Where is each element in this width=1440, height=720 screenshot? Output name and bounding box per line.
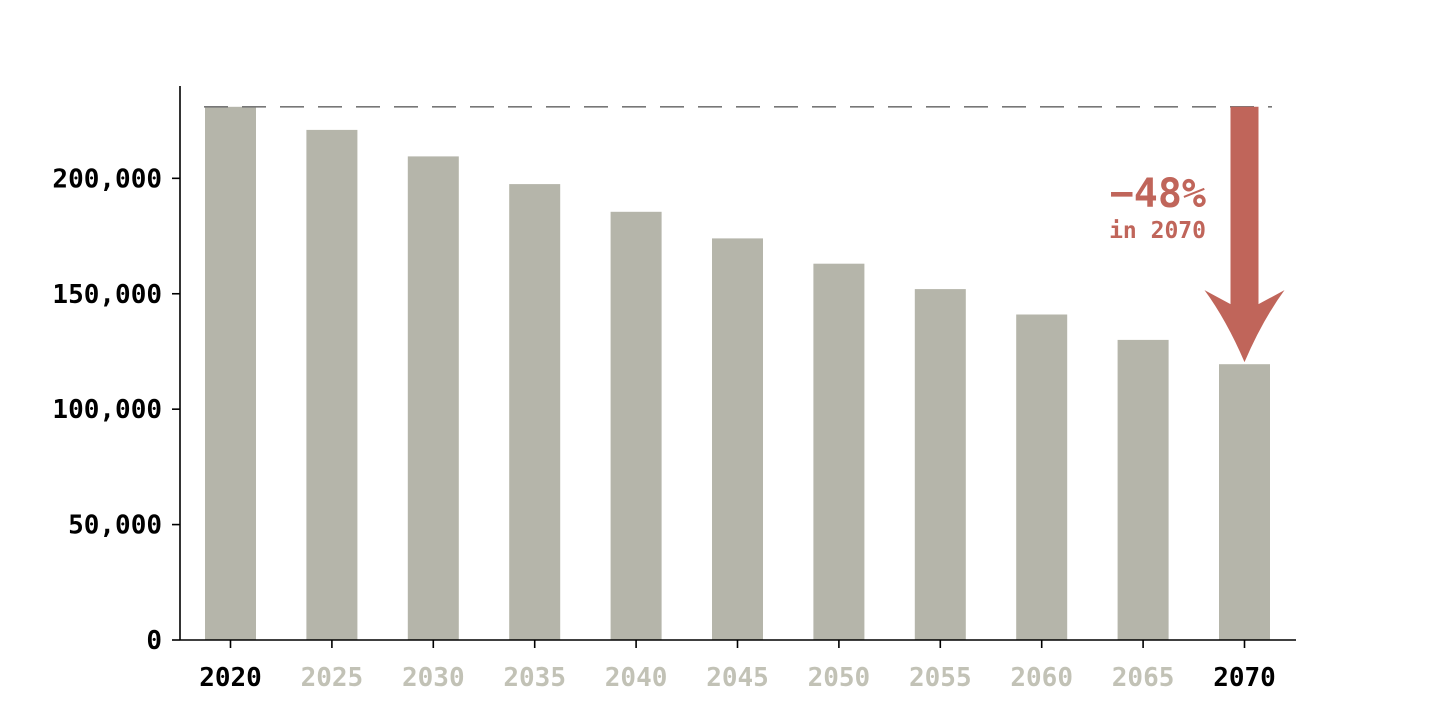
x-tick-label-2045: 2045 — [706, 663, 769, 693]
y-tick-label: 100,000 — [52, 395, 162, 425]
change-percent-label: −48% — [1110, 171, 1206, 217]
x-tick-label-2025: 2025 — [301, 663, 364, 693]
x-tick-label-2050: 2050 — [808, 663, 871, 693]
change-year-label: in 2070 — [1109, 218, 1206, 244]
x-tick-label-2020: 2020 — [199, 663, 262, 693]
bar-2055 — [914, 289, 966, 640]
x-tick-label-2040: 2040 — [605, 663, 668, 693]
bar-2065 — [1117, 339, 1169, 640]
bars-group — [205, 106, 1270, 641]
y-ticks-group: 0 50,000 100,000 150,000 200,000 — [52, 164, 180, 656]
x-tick-label-2060: 2060 — [1010, 663, 1073, 693]
x-tick-label-2035: 2035 — [503, 663, 566, 693]
x-ticks-group: 2020 2025 2030 2035 2040 2045 2050 2055 2060 2065… — [199, 640, 1276, 693]
y-tick-label: 0 — [146, 626, 162, 656]
x-tick-label-2065: 2065 — [1112, 663, 1175, 693]
bar-2040 — [610, 211, 662, 641]
down-arrow-icon — [1204, 106, 1285, 363]
bar-2070 — [1219, 364, 1270, 640]
x-tick-label-2070: 2070 — [1213, 663, 1276, 693]
change-callout: −48% in 2070 — [1109, 106, 1285, 363]
y-tick-label: 150,000 — [52, 280, 162, 310]
bar-2020 — [205, 106, 256, 641]
x-tick-label-2055: 2055 — [909, 663, 972, 693]
bar-2060 — [1016, 314, 1068, 640]
bar-2030 — [407, 156, 459, 640]
bar-2050 — [813, 263, 865, 640]
bar-2035 — [509, 184, 561, 640]
x-tick-label-2030: 2030 — [402, 663, 465, 693]
bar-2045 — [712, 238, 763, 640]
y-tick-label: 50,000 — [68, 511, 162, 541]
bar-2025 — [306, 129, 358, 640]
y-tick-label: 200,000 — [52, 164, 162, 194]
